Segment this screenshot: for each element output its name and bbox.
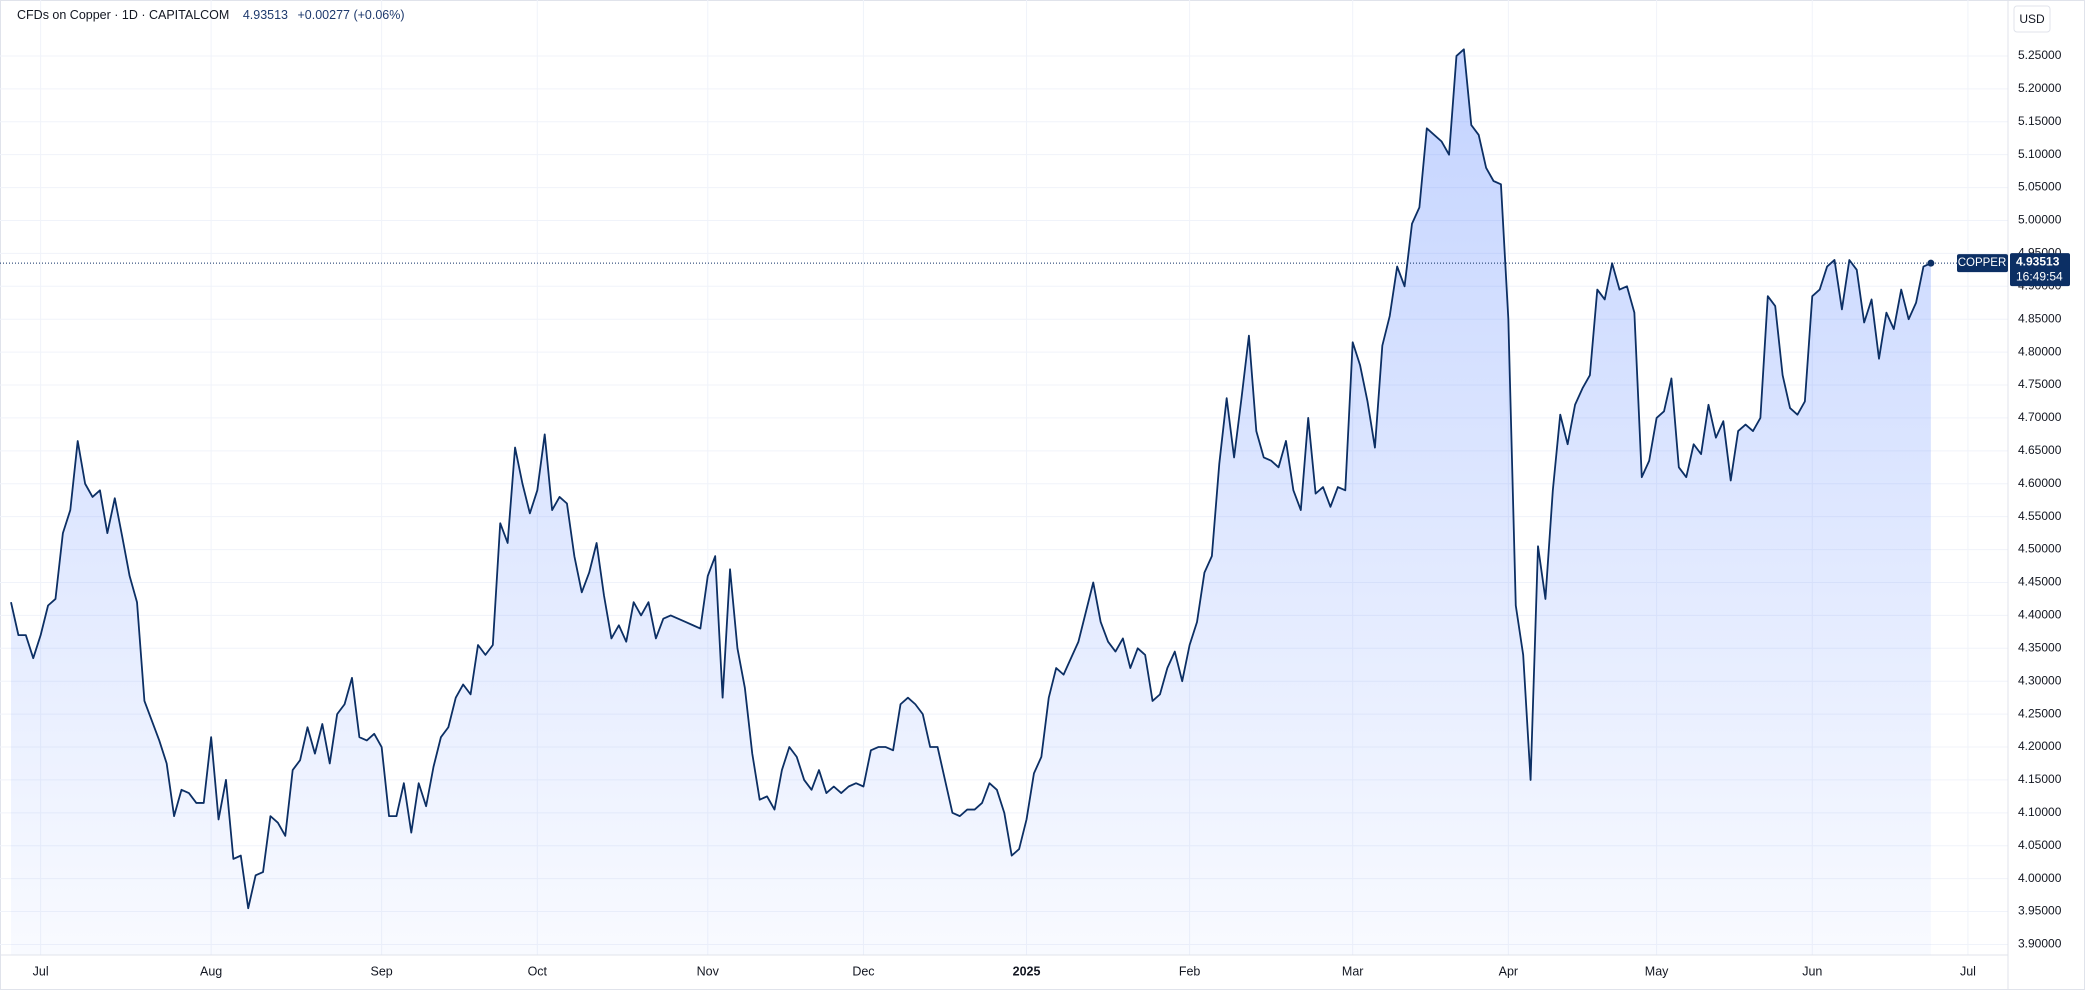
x-tick-label: Jul [33, 964, 49, 978]
plot [0, 48, 2008, 956]
y-tick-label: 4.50000 [2018, 542, 2062, 556]
price-label: 4.93513 [2016, 254, 2060, 268]
currency[interactable]: USD [2019, 12, 2045, 26]
x-tick-label: Oct [528, 964, 548, 978]
x-tick-label: Jun [1802, 964, 1822, 978]
y-tick-label: 4.40000 [2018, 608, 2062, 622]
y-tick-label: 4.85000 [2018, 311, 2062, 325]
y-tick-label: 4.15000 [2018, 772, 2062, 786]
y-tick-label: 4.25000 [2018, 706, 2062, 720]
symbol-label-box [1957, 254, 2008, 273]
y-tick-label: 4.30000 [2018, 673, 2062, 687]
y-tick-label: 4.00000 [2018, 871, 2062, 885]
y-tick-label: 3.90000 [2018, 937, 2062, 951]
y-tick-label: 5.00000 [2018, 213, 2062, 227]
y-tick-label: 5.15000 [2018, 114, 2062, 128]
y-tick-label: 4.05000 [2018, 838, 2062, 852]
y-tick-label: 5.20000 [2018, 81, 2062, 95]
y-tick-label: 4.65000 [2018, 443, 2062, 457]
y-tick-label: 5.25000 [2018, 48, 2062, 62]
header: CFDs on Copper · 1D · CAPITALCOM 4.93513… [17, 8, 405, 22]
x-tick-label: Jul [1960, 964, 1976, 978]
countdown-label: 16:49:54 [2016, 269, 2063, 283]
price-label-box [2010, 253, 2070, 287]
x-tick-label: Nov [697, 964, 720, 978]
y-tick-label: 5.10000 [2018, 147, 2062, 161]
y-tick-label: 4.10000 [2018, 805, 2062, 819]
price-change: +0.00277 (+0.06%) [297, 8, 404, 22]
last-point [1927, 259, 1935, 267]
y-tick-label: 4.60000 [2018, 476, 2062, 490]
x-tick-label: Feb [1179, 964, 1201, 978]
x-tick-label: Dec [852, 964, 874, 978]
y-tick-label: 4.55000 [2018, 509, 2062, 523]
x-tick-label: Sep [371, 964, 393, 978]
y-tick-label: 4.20000 [2018, 739, 2062, 753]
y-tick-label: 4.80000 [2018, 344, 2062, 358]
currency-box[interactable] [2013, 5, 2051, 33]
y-tick-label: 4.45000 [2018, 575, 2062, 589]
x-tick-label: May [1645, 964, 1669, 978]
x-tick-label: Mar [1342, 964, 1364, 978]
y-tick-label: 3.95000 [2018, 904, 2062, 918]
y-tick-label: 4.35000 [2018, 640, 2062, 654]
last-price: 4.93513 [243, 8, 288, 22]
x-tick-label: 2025 [1013, 964, 1041, 978]
area-fill [11, 49, 1931, 956]
price-line [10, 48, 1932, 910]
x-tick-label: Apr [1499, 964, 1518, 978]
symbol-label: COPPER [1958, 257, 2007, 269]
y-tick-label: 4.75000 [2018, 377, 2062, 391]
y-tick-label: 5.05000 [2018, 180, 2062, 194]
y-tick-label: 4.70000 [2018, 410, 2062, 424]
symbol-title: CFDs on Copper · 1D · CAPITALCOM [17, 8, 229, 22]
x-tick-label: Aug [200, 964, 222, 978]
